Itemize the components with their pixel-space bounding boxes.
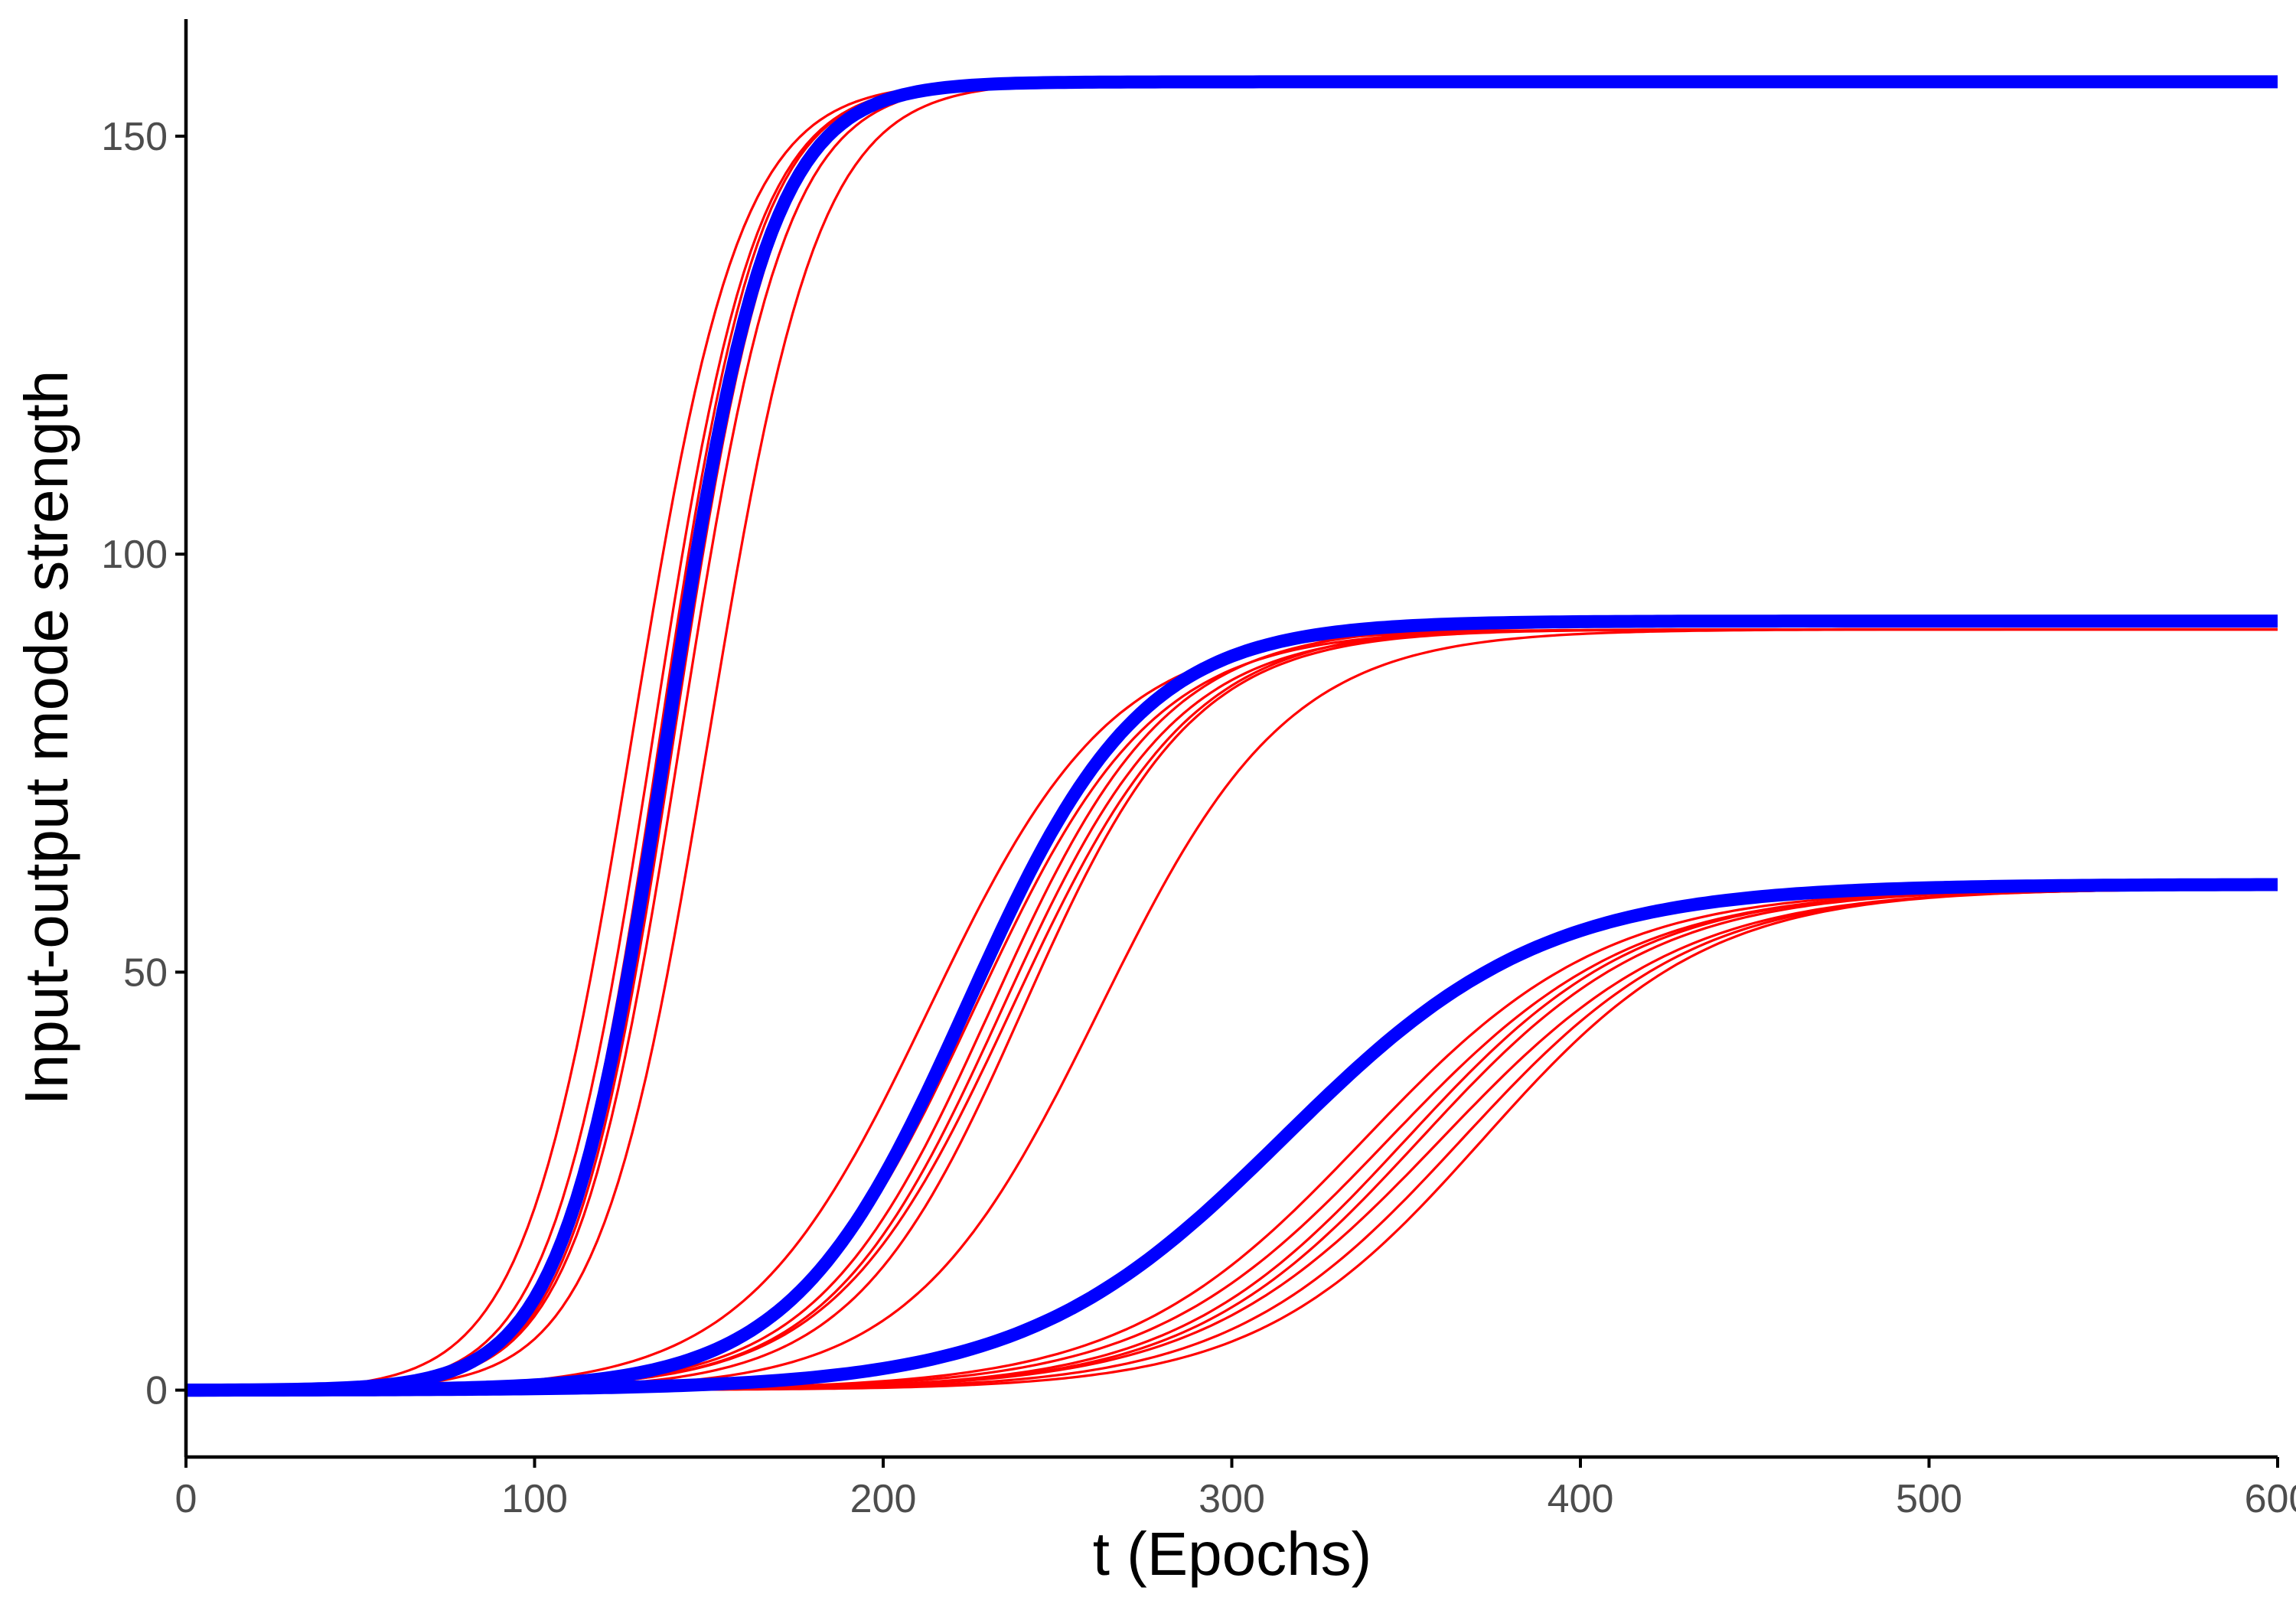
x-axis-title: t (Epochs) [1093, 1520, 1372, 1588]
x-tick-label: 300 [1199, 1477, 1265, 1521]
simulation-line-mode-2-13 [186, 627, 2278, 1392]
theory-line-mode-1 [186, 75, 2278, 1397]
y-tick-label: 50 [123, 950, 168, 995]
x-tick-label: 600 [2245, 1477, 2296, 1521]
y-tick-label: 100 [101, 533, 168, 577]
x-tick-label: 100 [501, 1477, 568, 1521]
axes-layer [184, 19, 2278, 1459]
simulation-line-mode-2-10 [186, 627, 2278, 1392]
theory-line-mode-2 [186, 614, 2278, 1397]
x-tick-label: 0 [175, 1477, 197, 1521]
y-tick-label: 150 [101, 115, 168, 159]
y-axis-title: Input-output mode strength [12, 370, 80, 1106]
simulation-line-mode-2-11 [186, 624, 2278, 1392]
simulation-line-mode-2-8 [186, 627, 2278, 1392]
simulation-line-mode-2-7 [186, 627, 2278, 1392]
x-tick-label: 400 [1548, 1477, 1614, 1521]
series-layer [185, 75, 2278, 1397]
x-tick-label: 500 [1896, 1477, 1962, 1521]
x-tick-label: 200 [850, 1477, 917, 1521]
y-tick-label: 0 [145, 1369, 168, 1413]
simulation-line-mode-3-18 [186, 888, 2278, 1392]
theory-line-mode-3 [186, 878, 2278, 1397]
simulation-line-mode-2-12 [186, 627, 2278, 1392]
ticks-layer: 0 100 200 300 400 500 600 0 50 100 150 [101, 115, 2296, 1521]
simulation-line-mode-2-9 [186, 624, 2278, 1392]
